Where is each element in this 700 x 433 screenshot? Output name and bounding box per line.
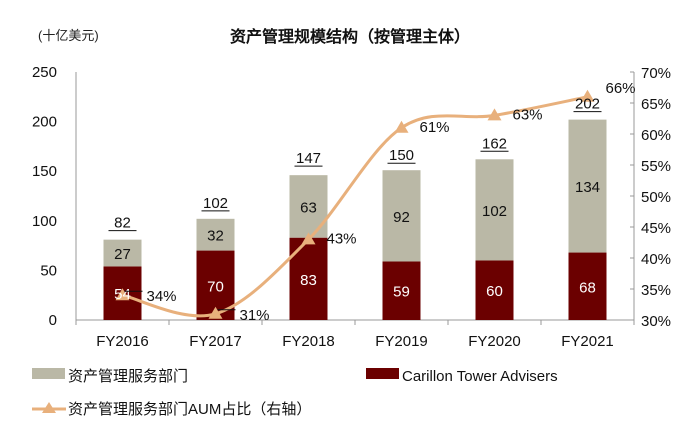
share-marker	[301, 232, 316, 245]
label-total: 102	[203, 195, 228, 212]
y-tick-label: 250	[32, 64, 57, 81]
label-asset-mgmt: 102	[482, 203, 507, 220]
label-total: 162	[482, 135, 507, 152]
x-tick-label: FY2019	[375, 333, 428, 350]
share-marker	[115, 288, 130, 301]
y2-tick-label: 35%	[641, 282, 671, 299]
share-marker	[580, 89, 595, 102]
legend-swatch-carillon	[366, 368, 399, 379]
legend-label-carillon: Carillon Tower Advisers	[402, 368, 558, 385]
label-carillon: 68	[579, 279, 596, 296]
bar-asset-mgmt	[196, 218, 235, 251]
share-label: 66%	[606, 80, 636, 97]
y-tick-label: 100	[32, 213, 57, 230]
x-tick-label: FY2020	[468, 333, 521, 350]
share-marker	[394, 120, 409, 133]
share-label: 63%	[513, 106, 543, 123]
share-label: 34%	[147, 288, 177, 305]
bar-asset-mgmt	[103, 239, 142, 267]
label-total: 202	[575, 96, 600, 113]
label-asset-mgmt: 32	[207, 228, 224, 245]
y-tick-label: 50	[40, 262, 57, 279]
share-marker	[487, 108, 502, 121]
legend-label-asset-mgmt: 资产管理服务部门	[68, 368, 188, 385]
bar-carillon	[568, 252, 607, 320]
x-tick-label: FY2017	[189, 333, 242, 350]
label-total: 82	[114, 215, 131, 232]
y2-tick-label: 50%	[641, 189, 671, 206]
share-label: 61%	[420, 119, 450, 136]
x-tick-label: FY2016	[96, 333, 149, 350]
label-carillon: 59	[393, 284, 410, 301]
y-tick-label: 150	[32, 163, 57, 180]
x-tick-label: FY2018	[282, 333, 335, 350]
share-label: 43%	[327, 230, 357, 247]
legend-swatch-asset-mgmt	[32, 368, 65, 379]
y-tick-label: 200	[32, 114, 57, 131]
x-tick-label: FY2021	[561, 333, 614, 350]
label-asset-mgmt: 134	[575, 179, 600, 196]
label-carillon: 60	[486, 283, 503, 300]
legend-label-share: 资产管理服务部门AUM占比（右轴）	[68, 401, 311, 418]
y2-tick-label: 45%	[641, 220, 671, 237]
bar-asset-mgmt	[382, 170, 421, 262]
y2-tick-label: 65%	[641, 96, 671, 113]
label-carillon: 70	[207, 278, 224, 295]
bar-carillon	[475, 260, 514, 320]
label-asset-mgmt: 27	[114, 246, 131, 263]
label-asset-mgmt: 92	[393, 209, 410, 226]
y-tick-label: 0	[49, 312, 57, 329]
label-total: 147	[296, 150, 321, 167]
unit-label: (十亿美元)	[38, 28, 99, 43]
y2-tick-label: 55%	[641, 158, 671, 175]
bar-asset-mgmt	[475, 159, 514, 261]
label-carillon: 83	[300, 272, 317, 289]
y2-tick-label: 70%	[641, 65, 671, 82]
bar-carillon	[382, 261, 421, 320]
label-carillon: 54	[114, 286, 131, 303]
y2-tick-label: 30%	[641, 313, 671, 330]
share-label: 31%	[240, 307, 270, 324]
chart-title: 资产管理规模结构（按管理主体）	[230, 27, 470, 46]
label-asset-mgmt: 63	[300, 199, 317, 216]
share-marker	[208, 306, 223, 319]
label-total: 150	[389, 147, 414, 164]
y2-tick-label: 40%	[641, 251, 671, 268]
y2-tick-label: 60%	[641, 127, 671, 144]
legend-triangle-icon	[42, 402, 56, 413]
share-line	[122, 95, 588, 318]
bar-asset-mgmt	[568, 119, 607, 253]
